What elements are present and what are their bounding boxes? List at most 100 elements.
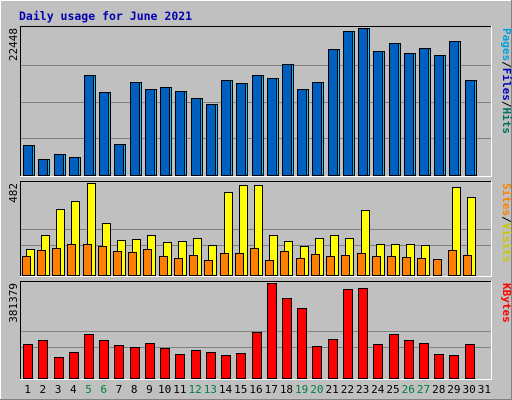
- y-max-label: 381379: [7, 283, 20, 323]
- legend-kbytes-label: KBytes: [500, 283, 512, 323]
- legend-sites-label: Sites: [500, 183, 512, 216]
- bar-files-12: [191, 98, 201, 176]
- bar-kbytes-21: [328, 339, 338, 379]
- x-tick-label: 4: [70, 383, 77, 396]
- bar-sites-2: [37, 250, 46, 276]
- x-tick-label: 16: [249, 383, 262, 396]
- x-tick-label: 5: [85, 383, 92, 396]
- bar-kbytes-9: [145, 343, 155, 379]
- bar-kbytes-30: [465, 344, 475, 379]
- bar-files-30: [465, 80, 475, 176]
- x-tick-label: 10: [158, 383, 171, 396]
- bar-files-7: [114, 144, 124, 176]
- bar-files-18: [282, 64, 292, 176]
- x-tick-label: 31: [478, 383, 491, 396]
- legend-visits-label: Visits: [500, 223, 512, 263]
- x-tick-label: 17: [265, 383, 278, 396]
- x-tick-label: 24: [371, 383, 385, 396]
- legend--label: /: [500, 101, 512, 108]
- bar-kbytes-2: [38, 340, 48, 379]
- panel-pages-files-hits: 22448 Pages/Files/Hits: [7, 26, 512, 177]
- bar-kbytes-18: [282, 298, 292, 379]
- bar-sites-1: [22, 256, 31, 276]
- x-tick-label: 6: [100, 383, 107, 396]
- bar-sites-18: [280, 251, 289, 276]
- bar-sites-8: [128, 252, 137, 276]
- bar-files-8: [130, 82, 140, 176]
- bar-files-27: [419, 48, 429, 176]
- legend--label: /: [500, 61, 512, 68]
- bar-sites-9: [143, 249, 152, 276]
- x-tick-label: 11: [173, 383, 186, 396]
- bar-sites-21: [326, 256, 335, 276]
- bar-files-11: [175, 91, 185, 176]
- bar-files-24: [373, 51, 383, 176]
- bar-kbytes-15: [236, 353, 246, 379]
- x-tick-label: 22: [341, 383, 354, 396]
- bar-sites-13: [204, 260, 213, 276]
- x-tick-label: 8: [131, 383, 138, 396]
- bar-files-19: [297, 89, 307, 176]
- bar-files-9: [145, 89, 155, 176]
- bar-kbytes-7: [114, 345, 124, 379]
- bar-kbytes-25: [389, 334, 399, 379]
- bar-kbytes-1: [23, 344, 33, 379]
- bar-kbytes-26: [404, 340, 414, 379]
- x-tick-label: 27: [417, 383, 430, 396]
- panel-kbytes: 381379 KBytes: [7, 281, 512, 380]
- panel-visits-sites: 482 Sites/Visits: [7, 181, 512, 277]
- bar-files-2: [38, 159, 48, 176]
- bar-sites-14: [220, 253, 229, 276]
- bar-sites-28: [433, 259, 442, 276]
- x-tick-label: 20: [310, 383, 323, 396]
- bar-files-5: [84, 75, 94, 176]
- bar-kbytes-27: [419, 343, 429, 379]
- bar-kbytes-23: [358, 288, 368, 379]
- bar-kbytes-14: [221, 355, 231, 379]
- x-tick-label: 23: [356, 383, 369, 396]
- bar-kbytes-10: [160, 348, 170, 379]
- bar-sites-16: [250, 248, 259, 276]
- bar-files-1: [23, 145, 33, 176]
- bar-files-28: [434, 55, 444, 176]
- x-tick-label: 30: [463, 383, 476, 396]
- bar-kbytes-22: [343, 289, 353, 379]
- bar-files-17: [267, 78, 277, 176]
- bar-files-23: [358, 28, 368, 176]
- legend-hits-label: Hits: [500, 108, 512, 135]
- bar-kbytes-29: [449, 355, 459, 379]
- bar-kbytes-24: [373, 344, 383, 379]
- bar-files-25: [389, 43, 399, 176]
- x-tick-label: 12: [188, 383, 201, 396]
- bar-files-29: [449, 41, 459, 176]
- bar-sites-4: [67, 244, 76, 276]
- legend--label: /: [500, 216, 512, 223]
- y-max-label: 482: [7, 183, 20, 203]
- x-axis-labels: 1 2 3 4 5 6 7 8 9 10 11 12 13 14 15 16 17 18 19 20 21 22 23 24 2…: [24, 383, 491, 396]
- bar-kbytes-16: [252, 332, 262, 379]
- x-tick-label: 15: [234, 383, 247, 396]
- x-tick-label: 21: [326, 383, 339, 396]
- x-tick-label: 2: [40, 383, 47, 396]
- bar-sites-15: [235, 253, 244, 276]
- x-tick-label: 3: [55, 383, 62, 396]
- legend-pages-label: Pages: [500, 28, 512, 61]
- bar-sites-20: [311, 254, 320, 276]
- bar-files-21: [328, 49, 338, 176]
- legend-label: Sites/Visits: [500, 183, 512, 263]
- bar-sites-23: [357, 253, 366, 276]
- bar-files-14: [221, 80, 231, 176]
- bar-kbytes-3: [54, 357, 64, 379]
- bar-sites-19: [296, 258, 305, 276]
- bar-sites-29: [448, 250, 457, 276]
- bar-kbytes-13: [206, 352, 216, 379]
- bar-kbytes-12: [191, 350, 201, 379]
- bar-sites-26: [402, 257, 411, 276]
- x-tick-label: 28: [432, 383, 445, 396]
- x-tick-label: 26: [402, 383, 415, 396]
- bar-files-26: [404, 53, 414, 176]
- y-max-label: 22448: [7, 28, 20, 61]
- x-tick-label: 18: [280, 383, 293, 396]
- bar-kbytes-4: [69, 352, 79, 379]
